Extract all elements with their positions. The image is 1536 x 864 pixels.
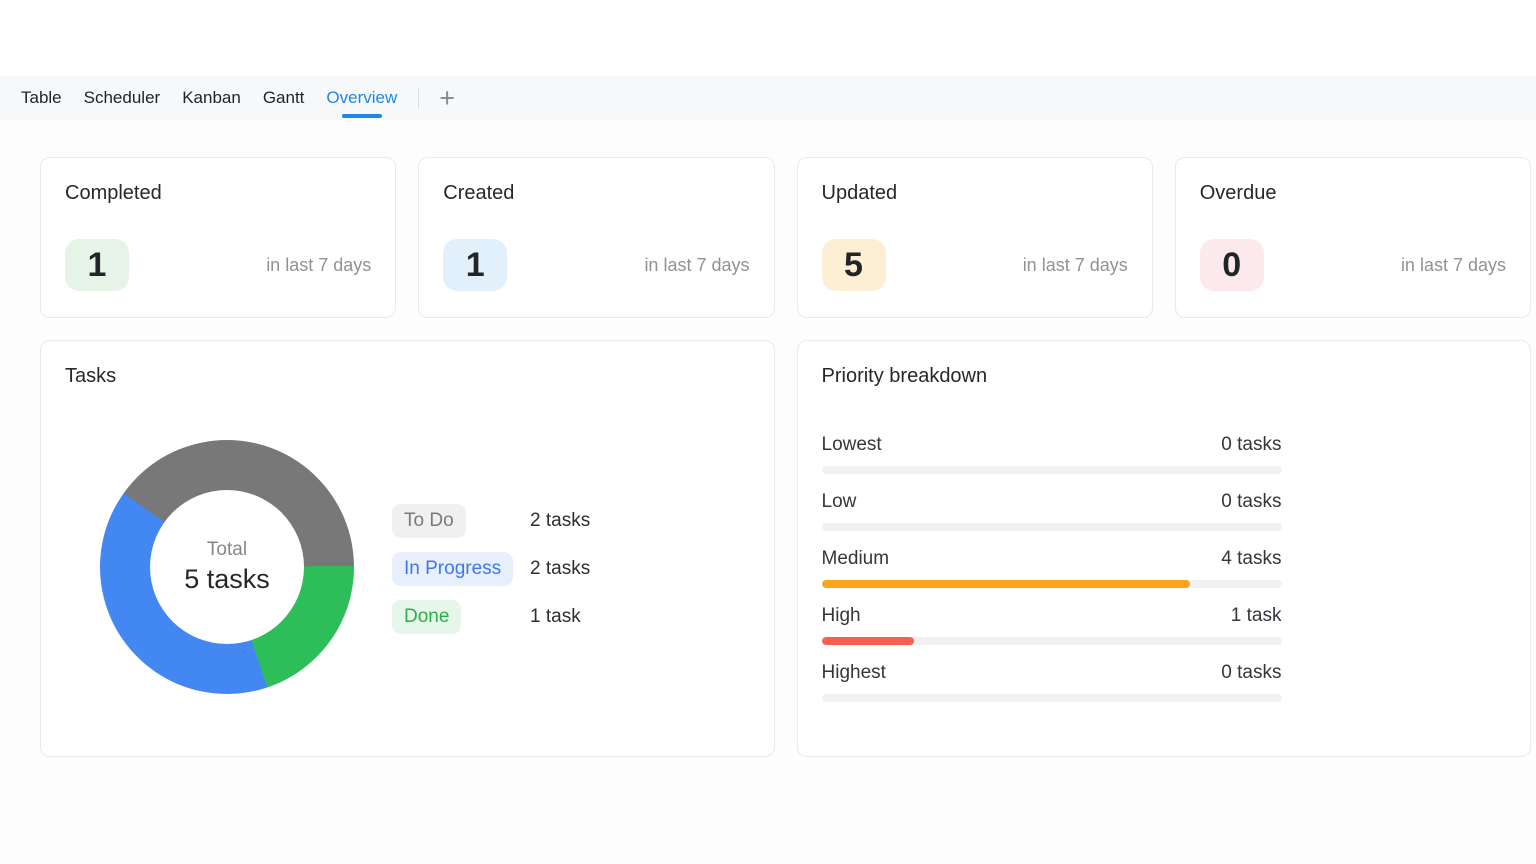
priority-row-header: Medium 4 tasks [822,548,1282,570]
stat-value-badge: 1 [443,239,508,291]
priority-row-lowest: Lowest 0 tasks [821,434,1282,474]
stat-title: Completed [65,182,162,204]
legend-value: 2 tasks [530,510,591,531]
panels-row: Tasks Total 5 tasks To Do 2 tasks In Pro [40,340,1531,757]
legend-pill: Done [392,600,462,634]
priority-label: Medium [821,548,890,569]
priority-value: 0 tasks [1221,434,1282,455]
tabbar-divider [418,87,420,109]
tab-label: Gantt [262,88,305,107]
legend-pill: To Do [392,504,466,538]
priority-bar-track [821,580,1282,588]
overview-dashboard: Completed 1 in last 7 days Created 1 in … [0,120,1536,757]
stat-bottom-row: 1 in last 7 days [65,239,371,291]
priority-label: Highest [821,662,886,683]
stat-value-badge: 0 [1199,239,1264,291]
tab-label: Kanban [182,88,241,107]
tab-label: Overview [326,88,398,107]
stat-card-created: Created 1 in last 7 days [418,157,775,318]
window-top-area [0,0,1536,76]
priority-row-header: Lowest 0 tasks [822,434,1282,456]
priority-row-medium: Medium 4 tasks [821,548,1282,588]
priority-bar-track [821,523,1282,531]
stat-period-label: in last 7 days [266,254,372,275]
priority-row-header: Low 0 tasks [822,491,1282,513]
stat-title: Created [443,182,515,204]
legend-pill: In Progress [392,552,514,586]
legend-row-todo: To Do 2 tasks [392,504,590,538]
tasks-chart-area: Total 5 tasks To Do 2 tasks In Progress … [100,440,750,694]
legend-pill-cell: To Do [392,504,530,538]
legend-value: 1 task [530,606,581,627]
priority-row-header: Highest 0 tasks [822,662,1282,684]
legend-value: 2 tasks [530,558,591,579]
priority-bar-track [821,694,1282,702]
stat-card-completed: Completed 1 in last 7 days [40,157,397,318]
priority-row-low: Low 0 tasks [821,491,1282,531]
stat-title: Updated [821,182,898,204]
stat-bottom-row: 1 in last 7 days [443,239,750,291]
stat-period-label: in last 7 days [1400,254,1506,275]
donut-center: Total 5 tasks [150,490,304,644]
tasks-donut-chart: Total 5 tasks [100,440,354,694]
priority-row-high: High 1 task [821,605,1282,645]
priority-row-header: High 1 task [822,605,1282,627]
priority-label: High [821,605,861,626]
priority-bar-fill [821,637,914,645]
priority-value: 1 task [1230,605,1282,626]
stat-card-updated: Updated 5 in last 7 days [796,157,1153,318]
tab-label: Scheduler [83,88,161,107]
priority-label: Low [821,491,857,512]
tasks-panel: Tasks Total 5 tasks To Do 2 tasks In Pro [40,340,775,757]
legend-pill-cell: Done [392,600,530,634]
donut-total-label: Total [206,539,248,560]
tab-scheduler[interactable]: Scheduler [73,76,172,120]
tab-gantt[interactable]: Gantt [252,76,316,120]
active-tab-underline [341,114,382,118]
tab-table[interactable]: Table [10,76,73,120]
legend-row-done: Done 1 task [392,600,590,634]
stat-card-overdue: Overdue 0 in last 7 days [1174,157,1531,318]
priority-value: 4 tasks [1221,548,1282,569]
stat-value-badge: 5 [821,239,886,291]
add-view-button[interactable]: + [431,82,463,113]
plus-icon: + [439,82,456,113]
priority-bar-fill [821,580,1190,588]
stats-row: Completed 1 in last 7 days Created 1 in … [40,157,1531,318]
priority-bars: Lowest 0 tasks Low 0 tasks Medium 4 ta [821,434,1282,702]
priority-panel-title: Priority breakdown [821,365,988,387]
legend-row-inprogress: In Progress 2 tasks [392,552,590,586]
stat-bottom-row: 5 in last 7 days [821,239,1128,291]
priority-panel: Priority breakdown Lowest 0 tasks Low 0 … [796,340,1531,757]
tasks-legend: To Do 2 tasks In Progress 2 tasks Done 1… [392,504,590,694]
priority-bar-track [821,466,1282,474]
stat-period-label: in last 7 days [1022,254,1128,275]
stat-title: Overdue [1199,182,1277,204]
donut-total-value: 5 tasks [184,564,270,594]
tab-label: Table [21,88,62,107]
stat-value-badge: 1 [65,239,129,291]
view-tab-bar: Table Scheduler Kanban Gantt Overview + [0,76,1536,120]
priority-label: Lowest [821,434,882,455]
priority-value: 0 tasks [1221,662,1282,683]
legend-pill-cell: In Progress [392,552,530,586]
priority-value: 0 tasks [1221,491,1282,512]
stat-bottom-row: 0 in last 7 days [1199,239,1506,291]
tasks-panel-title: Tasks [65,365,117,387]
priority-bar-track [821,637,1282,645]
stat-period-label: in last 7 days [644,254,750,275]
tab-overview[interactable]: Overview [315,76,408,120]
priority-row-highest: Highest 0 tasks [821,662,1282,702]
tab-kanban[interactable]: Kanban [171,76,252,120]
